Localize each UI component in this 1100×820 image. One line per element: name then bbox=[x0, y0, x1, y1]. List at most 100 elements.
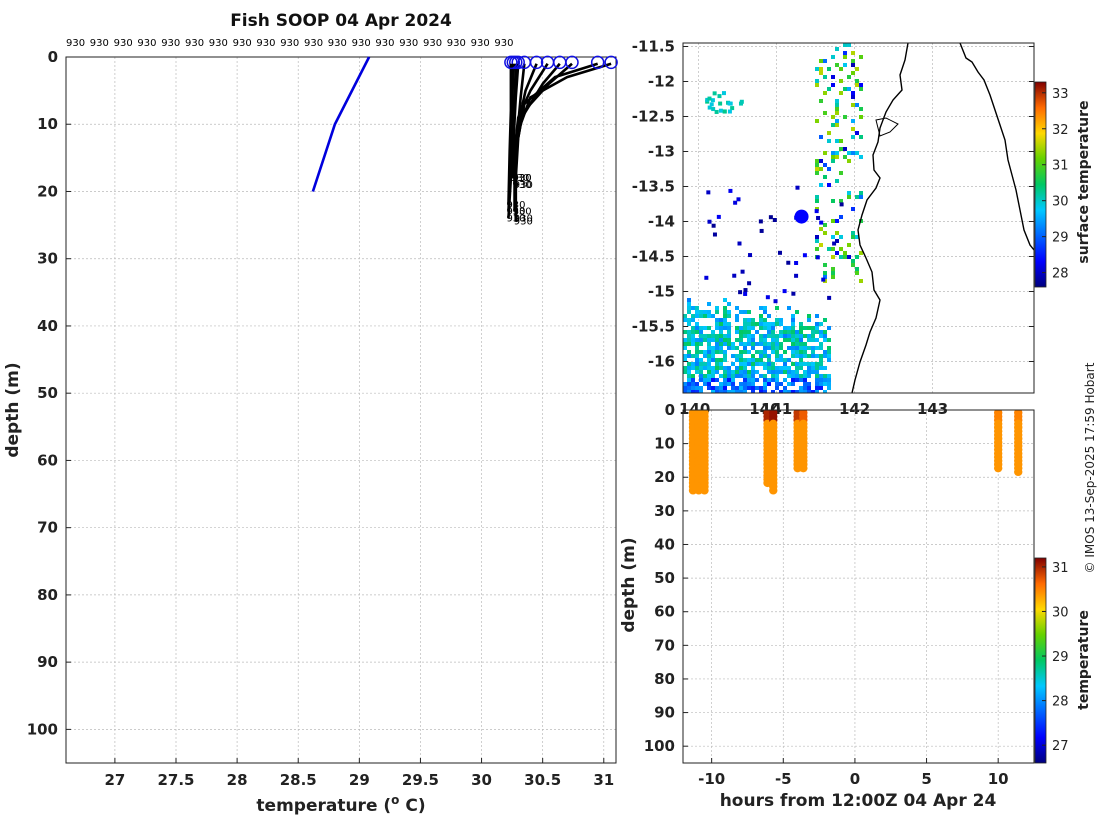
sst-pixel bbox=[683, 358, 687, 362]
sst-pixel bbox=[803, 374, 807, 378]
sst-colorbar-tick-label: 31 bbox=[1052, 159, 1069, 174]
sst-pixel bbox=[707, 366, 711, 370]
sst-pixel bbox=[775, 366, 779, 370]
sst-pixel bbox=[699, 334, 703, 338]
sst-pixel bbox=[711, 223, 716, 228]
sst-pixel bbox=[723, 382, 727, 386]
sst-pixel bbox=[779, 366, 783, 370]
sst-pixel bbox=[711, 107, 716, 112]
sst-pixel bbox=[715, 306, 719, 310]
sst-pixel bbox=[691, 362, 695, 366]
sst-pixel bbox=[794, 261, 799, 266]
sst-pixel bbox=[731, 342, 735, 346]
profile-y-tick-label: 0 bbox=[48, 48, 58, 66]
sst-pixel bbox=[835, 119, 839, 123]
section-grid bbox=[683, 409, 1034, 763]
profile-y-tick-label: 30 bbox=[37, 250, 58, 268]
sst-pixel bbox=[695, 346, 699, 350]
sst-pixel bbox=[855, 267, 859, 271]
sst-pixel bbox=[815, 390, 819, 393]
sst-pixel bbox=[799, 326, 803, 330]
profile-x-tick-label: 30.5 bbox=[524, 771, 561, 789]
sst-pixel bbox=[799, 366, 803, 370]
profile-top-cast-label: 930 bbox=[209, 38, 228, 49]
map-lat-tick-label: -12 bbox=[648, 73, 675, 91]
sst-pixel bbox=[819, 354, 823, 358]
sst-pixel bbox=[787, 390, 791, 393]
map-lat-tick-label: -12.5 bbox=[632, 108, 675, 126]
sst-pixel bbox=[835, 251, 839, 255]
sst-pixel bbox=[855, 255, 859, 259]
sst-pixel bbox=[772, 217, 777, 222]
sst-pixel bbox=[815, 163, 819, 167]
sst-pixel bbox=[807, 318, 811, 322]
sst-pixel bbox=[807, 390, 811, 393]
sst-pixel bbox=[819, 159, 823, 163]
sst-pixel bbox=[687, 338, 691, 342]
temp-colorbar-tick-label: 31 bbox=[1052, 561, 1069, 576]
sst-pixel bbox=[795, 390, 799, 393]
sst-pixel bbox=[731, 374, 735, 378]
sst-pixel bbox=[791, 334, 795, 338]
sst-pixel bbox=[699, 310, 703, 314]
sst-pixel bbox=[771, 362, 775, 366]
sst-pixel bbox=[775, 342, 779, 346]
sst-pixel bbox=[771, 346, 775, 350]
profile-x-tick-label: 27.5 bbox=[157, 771, 194, 789]
profile-y-tick-label: 40 bbox=[37, 317, 58, 335]
sst-pixel bbox=[803, 350, 807, 354]
sst-pixel bbox=[699, 338, 703, 342]
sst-pixels bbox=[683, 43, 863, 393]
sst-pixel bbox=[851, 235, 855, 239]
sst-pixel bbox=[711, 358, 715, 362]
sst-pixel bbox=[811, 338, 815, 342]
sst-pixel bbox=[763, 354, 767, 358]
sst-pixel bbox=[711, 330, 715, 334]
sst-pixel bbox=[747, 386, 751, 390]
sst-pixel bbox=[687, 302, 691, 306]
sst-pixel bbox=[811, 354, 815, 358]
sst-pixel bbox=[791, 382, 795, 386]
sst-pixel bbox=[827, 87, 831, 91]
sst-pixel bbox=[763, 374, 767, 378]
sst-pixel bbox=[747, 370, 751, 374]
sst-pixel bbox=[763, 346, 767, 350]
sst-pixel bbox=[715, 350, 719, 354]
sst-pixel bbox=[835, 123, 839, 127]
sst-pixel bbox=[739, 338, 743, 342]
sst-pixel bbox=[827, 139, 831, 143]
profile-surface-circle bbox=[540, 55, 555, 70]
sst-pixel bbox=[783, 358, 787, 362]
sst-pixel bbox=[803, 326, 807, 330]
sst-pixel bbox=[807, 366, 811, 370]
sst-pixel bbox=[811, 362, 815, 366]
sst-pixel bbox=[767, 326, 771, 330]
sst-pixel bbox=[775, 386, 779, 390]
sst-pixel bbox=[699, 342, 703, 346]
sst-pixel bbox=[755, 370, 759, 374]
sst-pixel bbox=[851, 95, 855, 99]
map-lon-tick-label: 143 bbox=[917, 400, 948, 418]
section-x-tick-label: 10 bbox=[988, 770, 1009, 788]
profile-top-cast-label: 930 bbox=[66, 38, 85, 49]
sst-pixel bbox=[763, 326, 767, 330]
sst-pixel bbox=[787, 346, 791, 350]
profile-end-label: 930 bbox=[506, 207, 525, 218]
sst-pixel bbox=[743, 318, 747, 322]
section-y-tick-label: 60 bbox=[654, 603, 675, 621]
section-y-tick-label: 40 bbox=[654, 535, 675, 553]
sst-pixel bbox=[851, 51, 855, 55]
sst-pixel bbox=[839, 91, 843, 95]
sst-pixel bbox=[683, 314, 687, 318]
sst-pixel bbox=[815, 346, 819, 350]
sst-pixel bbox=[715, 342, 719, 346]
sst-pixel bbox=[695, 330, 699, 334]
sst-pixel bbox=[731, 382, 735, 386]
sst-pixel bbox=[747, 326, 751, 330]
sst-pixel bbox=[723, 354, 727, 358]
sst-pixel bbox=[727, 302, 731, 306]
sst-pixel bbox=[835, 179, 839, 183]
sst-pixel bbox=[827, 354, 831, 358]
sst-pixel bbox=[723, 326, 727, 330]
sst-pixel bbox=[803, 386, 807, 390]
